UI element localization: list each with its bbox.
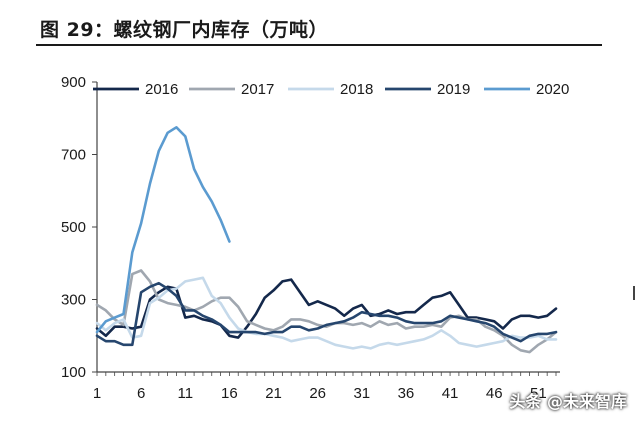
x-tick-label: 6 — [137, 385, 145, 402]
x-tick-label: 36 — [398, 385, 415, 402]
x-tick-label: 26 — [309, 385, 326, 402]
x-tick-label: 16 — [221, 385, 238, 402]
x-tick-label: 31 — [353, 385, 370, 402]
legend-label-2016: 2016 — [145, 81, 178, 98]
y-tick-label: 500 — [61, 219, 86, 236]
y-tick-label: 700 — [61, 147, 86, 164]
title-bar: 图 29：螺纹钢厂内库存（万吨） — [36, 10, 602, 46]
legend-label-2018: 2018 — [340, 81, 373, 98]
series-line-2019 — [95, 281, 558, 347]
y-tick-label: 100 — [61, 364, 86, 381]
y-tick-label: 300 — [61, 292, 86, 309]
watermark: 头条 @未来智库 — [509, 392, 627, 411]
series-line-2018 — [95, 276, 558, 350]
x-tick-label: 1 — [93, 385, 101, 402]
x-tick-label: 21 — [265, 385, 282, 402]
legend-label-2020: 2020 — [536, 81, 569, 98]
legend-label-2019: 2019 — [437, 81, 470, 98]
x-tick-label: 51 — [530, 385, 547, 402]
x-tick-label: 11 — [177, 385, 193, 402]
x-tick-label: 46 — [486, 385, 503, 402]
legend-label-2017: 2017 — [241, 81, 274, 98]
chart-title: 图 29：螺纹钢厂内库存（万吨） — [40, 19, 329, 41]
series-line-2020 — [95, 126, 231, 334]
x-tick-label: 41 — [442, 385, 459, 402]
y-tick-label: 900 — [61, 74, 86, 91]
edge-marker — [633, 286, 635, 300]
